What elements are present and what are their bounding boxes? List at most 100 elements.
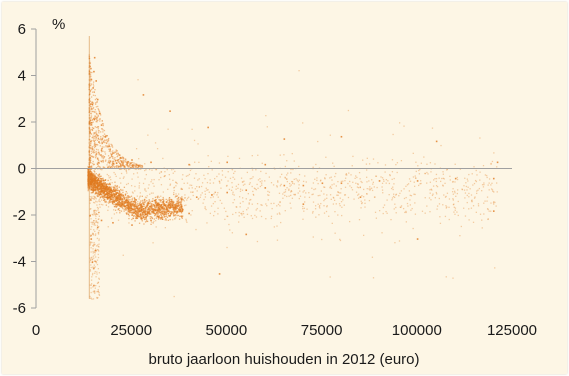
cloud-point <box>108 162 111 165</box>
cloud-point <box>168 199 171 201</box>
cloud-point <box>96 192 98 194</box>
cloud-point <box>124 166 126 169</box>
cloud-point <box>89 135 91 137</box>
cloud-point <box>393 177 395 180</box>
cloud-point <box>172 206 174 209</box>
cloud-point <box>98 193 101 196</box>
cloud-point <box>214 210 216 213</box>
cloud-point <box>120 164 122 166</box>
cloud-point <box>146 214 148 216</box>
cloud-point <box>429 181 432 183</box>
cloud-point <box>448 206 450 208</box>
cloud-point <box>103 133 106 135</box>
cloud-point <box>214 177 216 180</box>
cloud-point <box>352 181 354 183</box>
cloud-point <box>105 142 108 144</box>
cloud-point <box>487 184 489 186</box>
x-tick-label: 0 <box>32 322 40 339</box>
cloud-point <box>261 204 263 206</box>
data-point <box>112 221 114 224</box>
cloud-point <box>87 175 89 177</box>
cloud-point <box>90 279 93 281</box>
cloud-point <box>126 161 129 163</box>
cloud-point <box>318 214 320 216</box>
cloud-point <box>142 202 144 205</box>
cloud-point <box>113 190 115 192</box>
cloud-point <box>90 192 92 194</box>
cloud-point <box>414 213 417 215</box>
cloud-point <box>151 200 154 202</box>
cloud-point <box>116 202 119 204</box>
cloud-point <box>90 247 92 249</box>
cloud-point <box>145 219 148 221</box>
cloud-point <box>155 201 157 203</box>
cloud-point <box>382 212 384 215</box>
cloud-point <box>102 129 104 131</box>
cloud-point <box>93 196 96 199</box>
cloud-point <box>95 200 97 202</box>
cloud-point <box>102 135 104 137</box>
cloud-point <box>468 219 470 221</box>
cloud-point <box>155 168 157 171</box>
cloud-point <box>272 184 275 186</box>
cloud-point <box>337 194 339 196</box>
cloud-point <box>107 194 109 197</box>
cloud-point <box>168 203 171 205</box>
cloud-point <box>135 168 137 171</box>
cloud-point <box>90 67 92 70</box>
cloud-point <box>265 114 267 117</box>
cloud-point <box>207 173 209 175</box>
cloud-point <box>496 191 498 193</box>
cloud-point <box>98 154 100 156</box>
cloud-point <box>390 187 393 190</box>
cloud-point <box>154 206 156 208</box>
cloud-point <box>137 164 139 166</box>
cloud-point <box>92 146 94 148</box>
cloud-point <box>181 210 183 212</box>
cloud-point <box>148 168 151 171</box>
cloud-point <box>90 168 93 171</box>
data-point <box>95 80 98 82</box>
cloud-point <box>461 188 463 190</box>
cloud-point <box>204 207 206 210</box>
cloud-point <box>127 202 129 204</box>
cloud-point <box>99 192 101 194</box>
cloud-point <box>115 198 118 200</box>
cloud-point <box>123 199 126 201</box>
cloud-point <box>128 217 130 220</box>
cloud-point <box>146 220 148 222</box>
cloud-point <box>180 215 182 217</box>
cloud-point <box>260 204 262 206</box>
cloud-point <box>119 203 121 205</box>
cloud-point <box>147 202 149 204</box>
cloud-point <box>154 200 157 202</box>
cloud-point <box>102 124 104 127</box>
cloud-point <box>89 174 91 176</box>
cloud-point <box>94 179 96 181</box>
cloud-point <box>92 151 94 153</box>
cloud-point <box>119 212 121 214</box>
cloud-point <box>132 203 135 205</box>
cloud-point <box>426 171 428 174</box>
cloud-point <box>129 206 131 208</box>
cloud-point <box>94 254 96 256</box>
cloud-point <box>117 195 119 197</box>
cloud-point <box>323 212 326 214</box>
cloud-point <box>97 297 99 299</box>
cloud-point <box>382 206 385 209</box>
cloud-point <box>268 194 270 196</box>
cloud-point <box>144 196 147 198</box>
cloud-point <box>247 193 249 195</box>
cloud-point <box>147 204 149 207</box>
cloud-point <box>135 217 137 220</box>
cloud-point <box>391 199 393 201</box>
cloud-point <box>135 163 138 166</box>
cloud-point <box>142 216 145 219</box>
data-point <box>96 187 99 189</box>
cloud-point <box>155 219 157 222</box>
cloud-point <box>361 202 363 205</box>
cloud-point <box>94 189 96 191</box>
cloud-point <box>232 193 234 195</box>
cloud-point <box>153 210 155 213</box>
cloud-point <box>89 119 92 122</box>
